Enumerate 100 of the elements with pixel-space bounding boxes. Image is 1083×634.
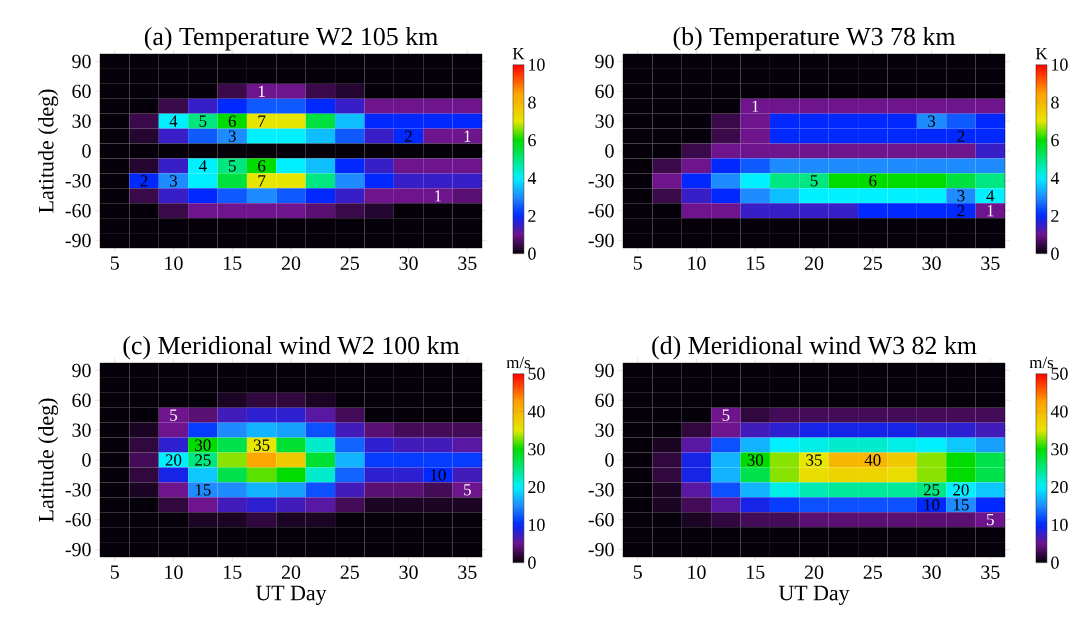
x-tick-label: 5 xyxy=(110,256,119,270)
data-label: 20 xyxy=(953,484,969,496)
x-tick-label: 20 xyxy=(804,565,824,579)
y-tick-label: -30 xyxy=(65,483,91,497)
y-tick-label: -30 xyxy=(588,483,614,497)
y-axis-title: Latitude (deg) xyxy=(38,398,59,522)
y-tick-label: 30 xyxy=(595,423,614,437)
x-tick-label: 20 xyxy=(281,565,301,579)
data-label: 1 xyxy=(987,205,994,217)
data-label: 15 xyxy=(953,499,969,511)
data-label: 25 xyxy=(195,454,211,466)
color-bar-label: 2 xyxy=(1051,209,1059,222)
x-tick-label: 5 xyxy=(633,256,642,270)
color-bar-label: 10 xyxy=(1052,58,1068,71)
color-bar-title: m/s xyxy=(506,356,531,369)
y-tick-label: 90 xyxy=(595,363,614,378)
y-tick-label: 90 xyxy=(72,54,91,69)
data-label: 5 xyxy=(987,514,994,526)
color-bar-label: 50 xyxy=(1051,367,1068,380)
data-label: 6 xyxy=(869,175,877,187)
color-bar-label: 6 xyxy=(528,134,536,147)
data-label: 10 xyxy=(924,499,940,511)
x-tick-label: 15 xyxy=(224,256,242,270)
y-tick-label: 60 xyxy=(595,84,614,99)
x-tick-label: 10 xyxy=(688,565,706,579)
data-label: 3 xyxy=(228,130,236,142)
color-bar-label: 4 xyxy=(527,172,537,184)
data-label: 2 xyxy=(957,130,965,142)
x-tick-label: 20 xyxy=(281,256,301,270)
y-tick-label: 60 xyxy=(72,393,91,408)
color-bar-label: 40 xyxy=(1050,405,1068,418)
color-bar-label: 10 xyxy=(529,518,545,531)
color-bar-label: 0 xyxy=(1051,556,1059,569)
y-tick-label: 30 xyxy=(72,114,91,128)
color-bar-label: 50 xyxy=(528,367,545,380)
data-label: 1 xyxy=(464,130,471,142)
data-label: 2 xyxy=(405,130,412,142)
data-label: 10 xyxy=(430,469,446,481)
data-label: 5 xyxy=(722,409,730,421)
y-tick-label: 60 xyxy=(595,393,614,408)
x-tick-label: 35 xyxy=(981,565,1000,579)
data-label: 25 xyxy=(923,484,940,496)
y-tick-label: 0 xyxy=(82,453,91,467)
y-tick-label: -30 xyxy=(65,174,91,188)
data-label: 30 xyxy=(747,454,764,466)
x-tick-label: 15 xyxy=(224,565,242,579)
data-label: 2 xyxy=(957,205,965,217)
x-tick-label: 30 xyxy=(399,565,418,579)
x-tick-label: 5 xyxy=(110,565,119,579)
x-tick-label: 5 xyxy=(633,565,642,579)
data-label: 30 xyxy=(195,439,211,451)
x-tick-label: 30 xyxy=(399,256,418,270)
data-label: 35 xyxy=(806,454,822,466)
x-tick-label: 35 xyxy=(458,256,477,270)
data-label: 4 xyxy=(986,190,995,202)
y-tick-label: -90 xyxy=(588,233,614,248)
color-bar-label: 40 xyxy=(527,405,545,418)
y-axis-title: Latitude (deg) xyxy=(38,89,59,213)
x-tick-label: 25 xyxy=(863,565,882,579)
data-label: 5 xyxy=(170,409,178,421)
y-tick-label: 60 xyxy=(72,84,91,99)
color-bar-label: 20 xyxy=(528,481,545,494)
chart-title: (d) Meridional wind W3 82 km xyxy=(652,336,977,360)
color-bar-label: 0 xyxy=(528,247,536,260)
color-bar-label: 8 xyxy=(528,96,536,109)
x-axis-title: UT Day xyxy=(255,585,327,605)
y-tick-label: 0 xyxy=(605,453,614,467)
color-bar-label: 10 xyxy=(1052,518,1068,531)
y-tick-label: -60 xyxy=(65,203,91,218)
data-label: 7 xyxy=(258,175,266,187)
color-bar-label: 8 xyxy=(1051,96,1059,109)
chart-title: (c) Meridional wind W2 100 km xyxy=(123,336,460,360)
color-bar-title: m/s xyxy=(1029,356,1054,369)
color-bar-label: 0 xyxy=(528,556,536,569)
data-label: 1 xyxy=(435,190,442,202)
data-label: 15 xyxy=(195,484,211,496)
color-bar-label: 10 xyxy=(529,58,545,71)
x-tick-label: 10 xyxy=(688,256,706,270)
data-label: 5 xyxy=(464,484,471,496)
color-bar-label: 20 xyxy=(1051,481,1068,494)
data-label: 3 xyxy=(170,175,178,187)
y-tick-label: 90 xyxy=(72,363,91,378)
y-tick-label: -90 xyxy=(65,233,91,248)
y-tick-label: 0 xyxy=(605,144,614,158)
color-bar-title: K xyxy=(1035,48,1048,60)
color-bar-label: 6 xyxy=(1051,134,1059,147)
x-tick-label: 25 xyxy=(863,256,882,270)
x-tick-label: 15 xyxy=(747,565,765,579)
x-tick-label: 10 xyxy=(165,256,183,270)
data-label: 2 xyxy=(140,175,148,187)
x-tick-label: 25 xyxy=(340,565,359,579)
x-tick-label: 30 xyxy=(922,565,941,579)
x-tick-label: 15 xyxy=(747,256,765,270)
data-label: 6 xyxy=(228,115,236,127)
y-tick-label: 30 xyxy=(595,114,614,128)
data-label: 6 xyxy=(258,160,266,172)
y-tick-label: -90 xyxy=(588,542,614,557)
color-bar-label: 0 xyxy=(1051,247,1059,260)
y-tick-label: -90 xyxy=(65,542,91,557)
y-tick-label: 30 xyxy=(72,423,91,437)
